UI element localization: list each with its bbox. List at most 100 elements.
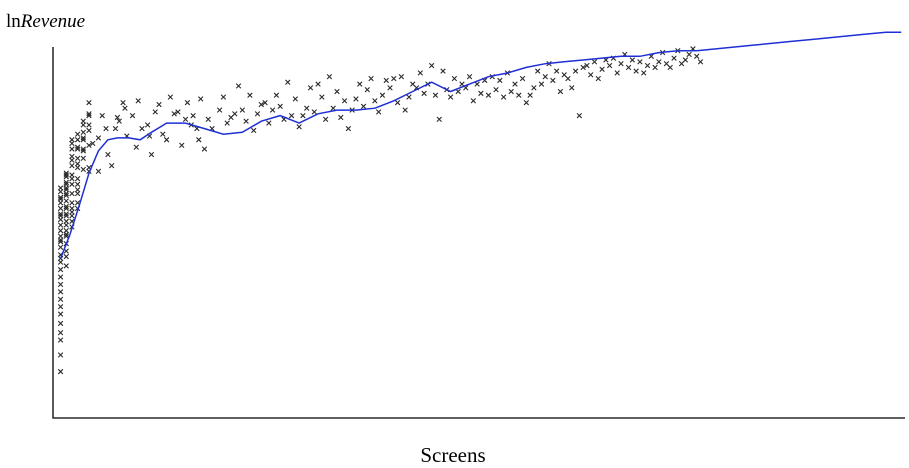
data-point [156,101,162,108]
data-point [322,116,329,123]
data-point [353,96,359,102]
data-point [63,172,69,178]
data-point [254,111,261,117]
data-point [455,88,461,95]
data-point [57,222,64,228]
data-point [315,81,321,87]
data-point [57,196,64,202]
data-point [387,85,393,91]
data-point [57,329,64,336]
data-point [103,125,109,132]
data-point [179,142,185,149]
data-point [667,64,673,71]
data-point [57,237,64,243]
data-point [304,105,310,111]
data-point [114,114,121,121]
data-point [406,94,412,100]
data-point [74,190,81,197]
fit-curve [59,31,902,259]
data-point [595,75,601,82]
data-point [57,337,64,343]
data-point [63,231,69,238]
data-point [86,99,92,106]
data-point [63,233,69,239]
data-point [63,218,69,225]
data-point [357,81,363,87]
data-point [63,198,69,204]
data-point [74,161,81,167]
data-point [57,211,64,217]
data-point [523,99,530,106]
data-point [296,124,302,130]
data-point [512,81,518,87]
data-point [129,112,136,119]
data-point [86,122,92,128]
data-point [80,155,86,161]
data-point [345,125,352,132]
data-point [372,98,378,104]
data-point [300,112,306,119]
data-point [538,81,545,87]
data-point [644,62,651,69]
data-point [251,127,257,134]
data-point [74,137,81,143]
data-point [428,62,435,69]
data-point [637,59,643,65]
data-point [167,94,174,100]
y-axis-label: lnRevenue [6,11,85,32]
data-point [63,263,69,269]
data-point [497,77,503,84]
data-point [394,99,401,106]
data-point [122,105,128,111]
data-point [535,68,541,74]
data-point [266,120,272,126]
data-point [334,88,340,95]
data-point [224,120,230,126]
data-point [220,94,227,100]
data-point [184,99,191,106]
data-point [63,203,69,210]
data-point [440,68,446,74]
data-point [57,289,64,295]
data-point [160,131,166,137]
data-point [542,73,548,80]
data-point [599,66,605,72]
data-point [120,99,126,106]
data-point [232,111,238,117]
data-point [69,213,75,219]
data-point [360,103,367,110]
data-point [182,116,189,123]
data-point [80,148,86,154]
data-point [57,281,64,288]
data-point [74,176,81,182]
data-point [148,151,155,158]
data-point [531,85,537,91]
data-point [201,146,208,152]
data-point [326,73,333,80]
data-point [375,109,382,115]
data-point [80,118,86,124]
data-point [144,122,151,128]
data-point [63,170,69,176]
data-point [69,146,75,152]
data-point [292,96,299,102]
data-point [99,112,105,119]
data-point [57,185,64,191]
data-point [569,85,575,91]
data-point [80,166,86,173]
data-point [269,107,276,113]
data-point [485,92,492,98]
data-point [235,83,242,89]
data-point [57,304,64,310]
data-point [109,163,115,169]
data-point [398,73,405,80]
data-point [86,127,92,134]
data-point [391,75,397,82]
data-point [338,114,344,121]
data-point [307,85,314,91]
data-point [474,81,480,87]
data-point [74,146,81,152]
data-point [451,75,458,82]
data-point [152,109,158,115]
data-point [277,103,283,110]
